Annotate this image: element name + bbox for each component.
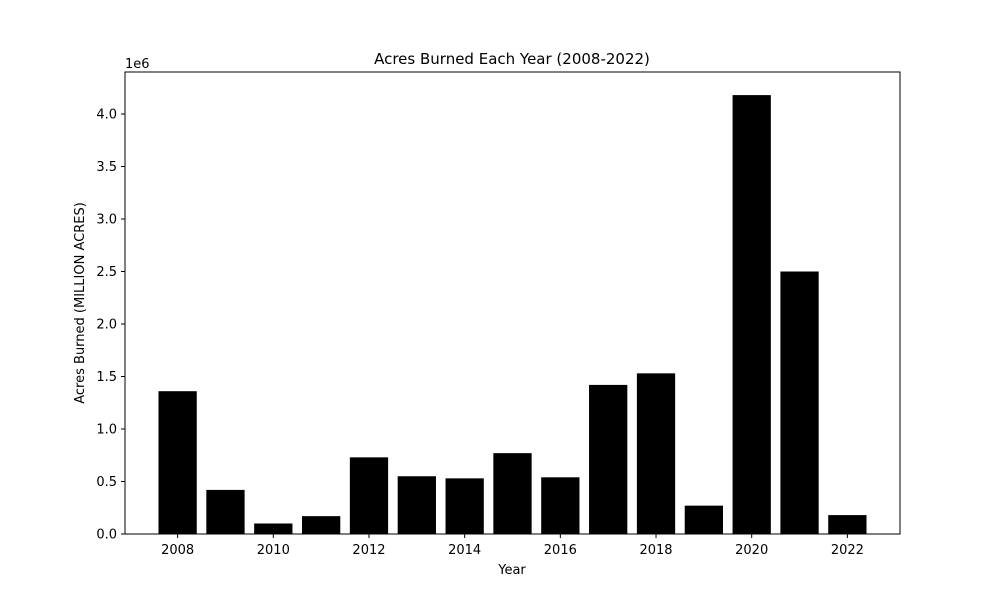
x-tick-label: 2010 xyxy=(257,543,290,558)
x-tick-label: 2016 xyxy=(544,543,577,558)
bar-2008 xyxy=(158,391,197,534)
y-tick-label: 4.0 xyxy=(96,108,117,123)
y-tick-label: 3.5 xyxy=(96,160,117,175)
y-axis-offset-label: 1e6 xyxy=(125,57,150,72)
bar-2021 xyxy=(780,271,819,534)
y-axis-label: Acres Burned (MILLION ACRES) xyxy=(73,202,88,404)
y-tick-label: 2.5 xyxy=(96,265,117,280)
bar-2015 xyxy=(493,453,532,534)
y-tick-label: 2.0 xyxy=(96,318,117,333)
y-tick-label: 1.0 xyxy=(96,423,117,438)
bars-group xyxy=(158,95,867,534)
y-tick-label: 1.5 xyxy=(96,370,117,385)
y-axis-ticks: 0.0 0.5 1.0 1.5 2.0 2.5 3.0 3.5 4.0 xyxy=(96,108,125,543)
bar-2019 xyxy=(684,505,723,534)
bar-2011 xyxy=(302,516,341,534)
x-tick-label: 2008 xyxy=(161,543,194,558)
plot-frame xyxy=(124,71,901,535)
bar-2018 xyxy=(636,373,676,534)
bar-2016 xyxy=(541,477,580,534)
x-tick-label: 2014 xyxy=(448,543,481,558)
x-tick-label: 2020 xyxy=(735,543,768,558)
bar-2010 xyxy=(254,523,293,534)
bar-2012 xyxy=(349,457,389,534)
bar-2017 xyxy=(589,384,628,534)
bar-2014 xyxy=(445,478,484,534)
y-tick-label: 0.0 xyxy=(96,528,117,543)
x-tick-label: 2012 xyxy=(352,543,385,558)
bar-2022 xyxy=(828,515,867,534)
bar-2009 xyxy=(206,489,245,534)
x-axis-label: Year xyxy=(497,563,526,578)
y-tick-label: 3.0 xyxy=(96,213,117,228)
y-tick-label: 0.5 xyxy=(96,475,117,490)
x-tick-label: 2018 xyxy=(639,543,672,558)
chart-title: Acres Burned Each Year (2008-2022) xyxy=(374,50,650,68)
x-tick-label: 2022 xyxy=(831,543,864,558)
bar-2013 xyxy=(397,476,436,534)
bar-2020 xyxy=(732,95,771,534)
x-axis-ticks: 2008 2010 2012 2014 2016 2018 2020 2022 xyxy=(161,534,864,558)
